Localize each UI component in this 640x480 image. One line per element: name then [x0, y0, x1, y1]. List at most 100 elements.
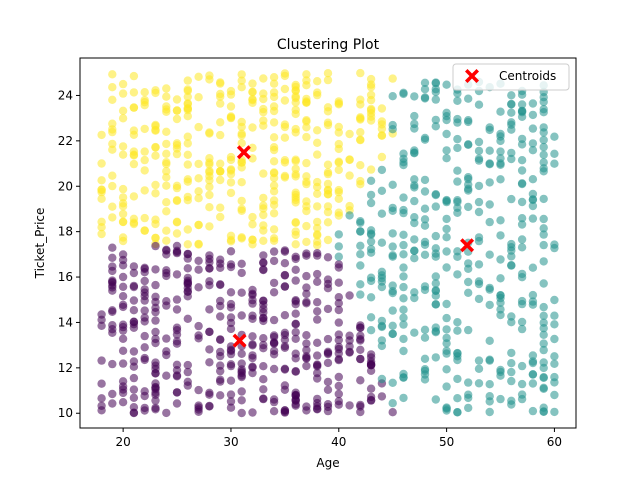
- data-point-cluster-1: [259, 308, 268, 317]
- data-point-cluster-2: [528, 139, 538, 148]
- data-point-cluster-2: [388, 252, 397, 261]
- data-point-cluster-2: [550, 407, 559, 417]
- data-point-cluster-0: [151, 180, 160, 190]
- data-point-cluster-0: [205, 176, 214, 185]
- data-point-cluster-0: [162, 198, 171, 207]
- data-point-cluster-0: [162, 173, 171, 182]
- data-point-cluster-2: [442, 196, 451, 206]
- data-point-cluster-0: [216, 175, 225, 185]
- data-point-cluster-1: [323, 406, 333, 416]
- data-point-cluster-0: [172, 95, 182, 104]
- data-point-cluster-0: [118, 89, 128, 98]
- data-point-cluster-1: [302, 289, 311, 299]
- data-point-cluster-2: [377, 209, 387, 218]
- data-point-cluster-2: [431, 272, 440, 281]
- data-point-cluster-2: [539, 345, 548, 355]
- data-point-cluster-0: [366, 74, 376, 84]
- centroid-x-shape: [460, 238, 475, 253]
- data-point-cluster-2: [464, 403, 473, 413]
- data-point-cluster-1: [162, 350, 171, 360]
- centroid-marker-3: [460, 238, 475, 253]
- data-point-cluster-0: [108, 181, 117, 191]
- data-point-cluster-2: [399, 263, 408, 272]
- data-point-cluster-0: [248, 220, 257, 229]
- data-point-cluster-1: [205, 358, 214, 367]
- data-point-cluster-1: [323, 348, 333, 358]
- data-point-cluster-1: [269, 364, 279, 374]
- axes-layer: 20 30 40 50 60 10 12 14 16 18 20 22 24: [58, 88, 562, 449]
- data-point-cluster-1: [356, 354, 365, 364]
- data-point-cluster-0: [313, 177, 322, 187]
- data-point-cluster-1: [248, 408, 257, 417]
- data-point-cluster-0: [237, 70, 246, 79]
- data-point-cluster-1: [302, 361, 311, 371]
- data-point-cluster-2: [517, 179, 527, 188]
- data-point-cluster-2: [431, 323, 440, 332]
- data-point-cluster-1: [118, 398, 128, 407]
- data-point-cluster-1: [162, 371, 171, 380]
- data-point-cluster-2: [550, 149, 559, 158]
- data-point-cluster-0: [226, 112, 236, 121]
- data-point-cluster-1: [388, 408, 397, 417]
- data-point-cluster-2: [431, 122, 440, 131]
- data-point-cluster-2: [431, 202, 440, 211]
- data-point-cluster-0: [248, 79, 257, 88]
- data-point-cluster-1: [129, 357, 139, 366]
- data-point-cluster-0: [248, 95, 257, 105]
- legend-box: [452, 63, 570, 91]
- data-point-cluster-1: [183, 360, 192, 370]
- data-point-cluster-2: [539, 123, 548, 132]
- data-point-cluster-0: [237, 158, 246, 167]
- data-point-cluster-1: [140, 331, 149, 341]
- data-point-cluster-0: [194, 220, 203, 230]
- data-point-cluster-2: [442, 112, 451, 121]
- data-point-cluster-2: [507, 252, 516, 261]
- data-point-cluster-1: [280, 365, 290, 374]
- data-point-cluster-0: [269, 118, 279, 127]
- data-point-cluster-1: [334, 318, 343, 327]
- data-point-cluster-2: [366, 198, 376, 208]
- data-point-cluster-1: [291, 334, 300, 343]
- data-point-cluster-0: [97, 229, 106, 239]
- data-point-cluster-2: [377, 322, 387, 332]
- data-point-cluster-0: [291, 86, 300, 95]
- data-point-cluster-0: [291, 170, 300, 179]
- data-point-cluster-2: [420, 354, 430, 363]
- data-point-cluster-0: [216, 212, 225, 222]
- data-point-cluster-0: [356, 115, 365, 124]
- data-point-cluster-2: [517, 90, 527, 99]
- data-point-cluster-2: [431, 87, 440, 97]
- data-point-cluster-2: [453, 355, 462, 365]
- data-point-cluster-2: [453, 318, 462, 327]
- data-point-cluster-1: [313, 298, 322, 307]
- data-point-cluster-1: [280, 271, 290, 280]
- data-point-cluster-2: [399, 230, 408, 239]
- data-point-cluster-2: [377, 341, 387, 351]
- data-point-cluster-1: [194, 256, 203, 265]
- data-point-cluster-0: [108, 139, 117, 149]
- data-point-cluster-1: [172, 337, 182, 346]
- data-point-cluster-0: [248, 123, 257, 132]
- data-point-cluster-0: [172, 144, 182, 153]
- data-point-cluster-1: [313, 351, 322, 360]
- data-point-cluster-1: [226, 349, 236, 359]
- data-point-cluster-1: [259, 362, 268, 371]
- data-point-cluster-2: [539, 108, 548, 117]
- data-point-cluster-2: [388, 329, 397, 338]
- data-point-cluster-2: [528, 201, 538, 211]
- data-point-cluster-0: [97, 185, 106, 195]
- data-point-cluster-2: [485, 300, 494, 310]
- data-point-cluster-2: [507, 318, 516, 327]
- data-point-cluster-0: [183, 86, 192, 96]
- data-point-cluster-0: [334, 144, 343, 154]
- data-point-cluster-2: [453, 408, 462, 417]
- data-point-cluster-1: [248, 368, 257, 378]
- data-point-cluster-1: [269, 315, 279, 325]
- x-tick-label: 40: [331, 435, 346, 449]
- data-point-cluster-1: [97, 321, 106, 330]
- data-point-cluster-1: [129, 393, 139, 402]
- data-point-cluster-1: [302, 339, 311, 348]
- data-point-cluster-0: [377, 104, 387, 113]
- data-point-cluster-0: [269, 73, 279, 82]
- data-point-cluster-1: [151, 403, 160, 413]
